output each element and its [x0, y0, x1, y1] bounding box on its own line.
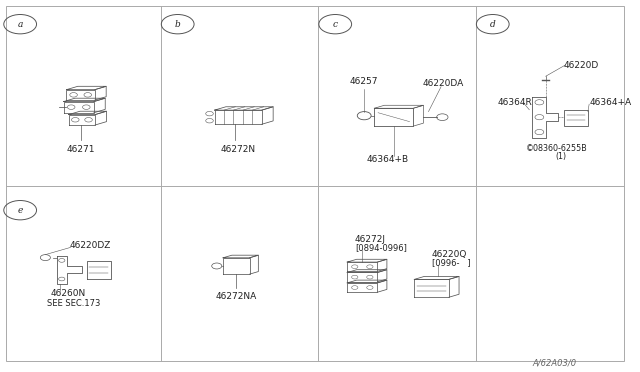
Text: 46364+A: 46364+A: [589, 98, 631, 107]
Text: 46272N: 46272N: [221, 145, 256, 154]
Text: 46364R: 46364R: [498, 98, 532, 107]
Text: (1): (1): [556, 152, 566, 161]
Text: 46271: 46271: [67, 145, 95, 154]
Text: 46272NA: 46272NA: [216, 292, 257, 301]
Text: 46364+B: 46364+B: [367, 155, 408, 164]
Text: 46220Q: 46220Q: [431, 250, 467, 259]
Text: d: d: [490, 20, 495, 29]
Text: 46220DZ: 46220DZ: [69, 241, 111, 250]
Text: ©08360-6255B: ©08360-6255B: [526, 144, 588, 153]
Text: a: a: [17, 20, 23, 29]
Text: c: c: [333, 20, 338, 29]
Text: 46220DA: 46220DA: [422, 79, 463, 88]
Text: 46272J: 46272J: [355, 235, 386, 244]
Text: 46260N: 46260N: [51, 289, 86, 298]
Text: [0996-   ]: [0996- ]: [431, 258, 470, 267]
Bar: [564, 110, 588, 126]
Text: e: e: [17, 206, 23, 215]
Text: 46257: 46257: [349, 77, 378, 86]
Text: b: b: [175, 20, 180, 29]
Text: [0894-0996]: [0894-0996]: [355, 243, 406, 252]
Text: SEE SEC.173: SEE SEC.173: [47, 299, 100, 308]
Text: 46220D: 46220D: [564, 61, 599, 70]
Text: A/62A03/0: A/62A03/0: [532, 358, 577, 367]
